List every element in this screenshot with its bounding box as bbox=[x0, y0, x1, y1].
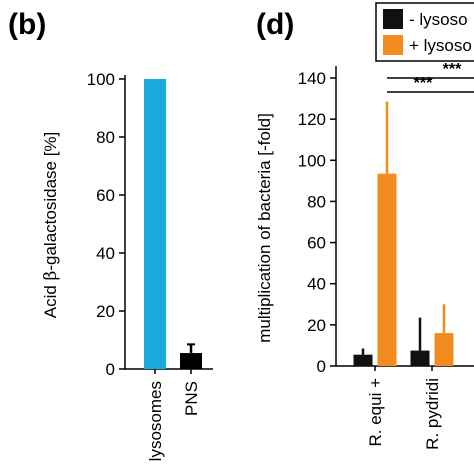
panel-d-ytick-label: 100 bbox=[298, 151, 326, 170]
panel-d-ytick-label: 20 bbox=[307, 316, 326, 335]
panel-b-label: (b) bbox=[8, 8, 46, 41]
panel-d-xtick-label: R. equi + bbox=[366, 378, 385, 447]
legend: - lysoso + lysoso bbox=[375, 2, 474, 62]
panel-d-xtick-label: R. pydridi bbox=[423, 378, 442, 450]
panel-d-ytick-label: 40 bbox=[307, 275, 326, 294]
significance-label: *** bbox=[443, 61, 462, 78]
panel-b-ytick-label: 20 bbox=[96, 302, 115, 321]
panel-d-ytick-label: 60 bbox=[307, 234, 326, 253]
panel-d-bars bbox=[353, 101, 454, 366]
panel-b-bars bbox=[144, 79, 202, 369]
panel-b-ytick-label: 40 bbox=[96, 244, 115, 263]
panel-d: (d) multiplication of bacteria [-fold] 0… bbox=[255, 2, 474, 450]
panel-b-ytick-label: 0 bbox=[106, 360, 115, 379]
panel-d-label: (d) bbox=[256, 8, 294, 41]
panel-b-axes: 0 20 40 60 80 100 lysosomes PNS bbox=[87, 70, 213, 461]
panel-d-bar bbox=[377, 173, 397, 366]
significance-label: *** bbox=[414, 75, 433, 92]
panel-b-xtick-label: lysosomes bbox=[146, 381, 165, 461]
legend-label-plus: + lysoso bbox=[409, 36, 472, 55]
legend-label-minus: - lysoso bbox=[409, 10, 468, 29]
panel-b-bar bbox=[144, 79, 166, 369]
panel-b-xtick-label: PNS bbox=[182, 381, 201, 416]
panel-d-ytick-label: 120 bbox=[298, 110, 326, 129]
panel-b-ylabel: Acid β-galactosidase [%] bbox=[41, 132, 61, 319]
panel-d-ytick-label: 80 bbox=[307, 192, 326, 211]
panel-d-bar bbox=[434, 333, 454, 366]
panel-b-ytick-label: 80 bbox=[96, 128, 115, 147]
panel-b-bar bbox=[180, 353, 202, 369]
panel-d-significance: *** *** bbox=[387, 61, 474, 93]
panel-d-bar bbox=[410, 350, 430, 366]
panel-d-axes: 0 20 40 60 80 100 120 140 R. equi + R. pydridi bbox=[298, 66, 474, 450]
legend-swatch-plus bbox=[383, 35, 403, 55]
panel-b: (b) Acid β-galactosidase [%] 0 20 40 60 80 10… bbox=[8, 8, 213, 461]
panel-b-ytick-label: 100 bbox=[87, 70, 115, 89]
panel-d-ylabel: multiplication of bacteria [-fold] bbox=[255, 113, 274, 343]
panel-b-ytick-label: 60 bbox=[96, 186, 115, 205]
legend-swatch-minus bbox=[383, 9, 403, 29]
panel-d-ytick-label: 140 bbox=[298, 69, 326, 88]
panel-d-bar bbox=[353, 354, 373, 366]
panel-d-ytick-label: 0 bbox=[317, 357, 326, 376]
